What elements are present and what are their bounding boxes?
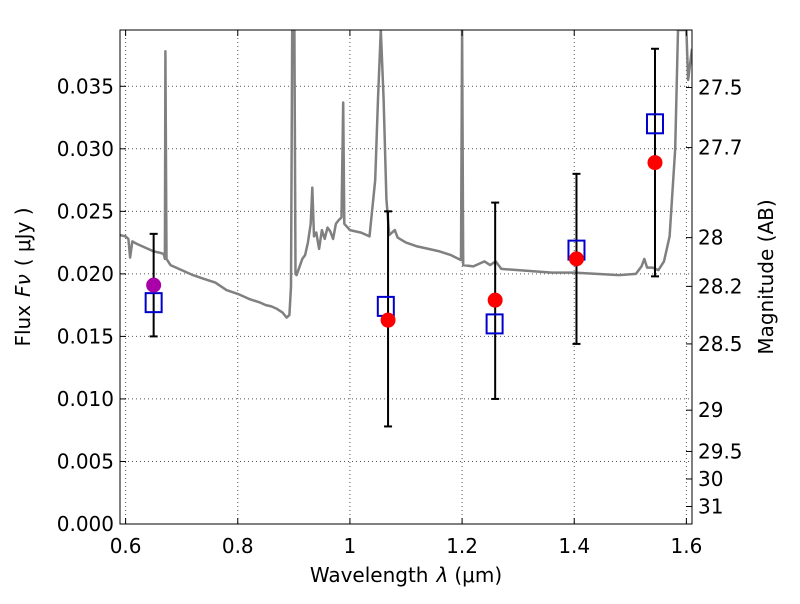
x-tick-label: 0.8: [222, 534, 254, 558]
x-tick-label: 1.6: [670, 534, 702, 558]
x-axis-ticks: 0.6 0.8 1 1.2 1.4 1.6: [110, 30, 702, 558]
y2-tick-label: 28: [698, 226, 723, 250]
model-square-marker: [645, 113, 664, 135]
measured-point-marker: [380, 312, 396, 328]
y2-axis-label: Magnitude (AB): [754, 199, 778, 354]
y2-tick-label: 27.7: [698, 136, 743, 160]
y-tick-label: 0.030: [57, 137, 114, 161]
spectrum-line: [120, 30, 692, 319]
y-tick-label: 0.000: [57, 512, 114, 536]
x-tick-label: 1.4: [558, 534, 590, 558]
x-tick-label: 1: [344, 534, 357, 558]
y2-tick-label: 28.2: [698, 274, 743, 298]
measured-point-marker: [487, 292, 503, 308]
measured-point-marker: [568, 251, 584, 267]
x-axis-label: Wavelength λ (μm): [310, 563, 502, 587]
y2-tick-label: 29.5: [698, 439, 743, 463]
y2-tick-label: 29: [698, 398, 723, 422]
y-axis-ticks: 0.000 0.005 0.010 0.015 0.020 0.025 0.030 0.035: [57, 74, 126, 536]
measured-point-marker: [647, 155, 663, 171]
y-tick-label: 0.010: [57, 387, 114, 411]
y-tick-label: 0.025: [57, 199, 114, 223]
model-spectrum: [120, 30, 692, 319]
markers: [144, 113, 664, 335]
y2-tick-label: 30: [698, 467, 723, 491]
plot-background: [120, 30, 692, 524]
plot-frame: [119, 29, 693, 525]
y-tick-label: 0.015: [57, 324, 114, 348]
y-axis-label: FluxFν( μJy ): [11, 207, 35, 346]
y-tick-label: 0.020: [57, 262, 114, 286]
y2-tick-label: 31: [698, 494, 723, 518]
y-tick-label: 0.035: [57, 74, 114, 98]
y-tick-label: 0.005: [57, 449, 114, 473]
model-square-marker: [485, 313, 504, 335]
y2-tick-label: 27.5: [698, 76, 743, 100]
y2-axis-ticks: 27.5 27.7 28 28.2 28.5 29 29.5 30 31: [686, 76, 743, 518]
x-tick-label: 0.6: [110, 534, 142, 558]
model-square-marker: [144, 292, 163, 314]
optical-point-marker: [146, 277, 162, 293]
y2-tick-label: 28.5: [698, 332, 743, 356]
x-tick-label: 1.2: [446, 534, 478, 558]
